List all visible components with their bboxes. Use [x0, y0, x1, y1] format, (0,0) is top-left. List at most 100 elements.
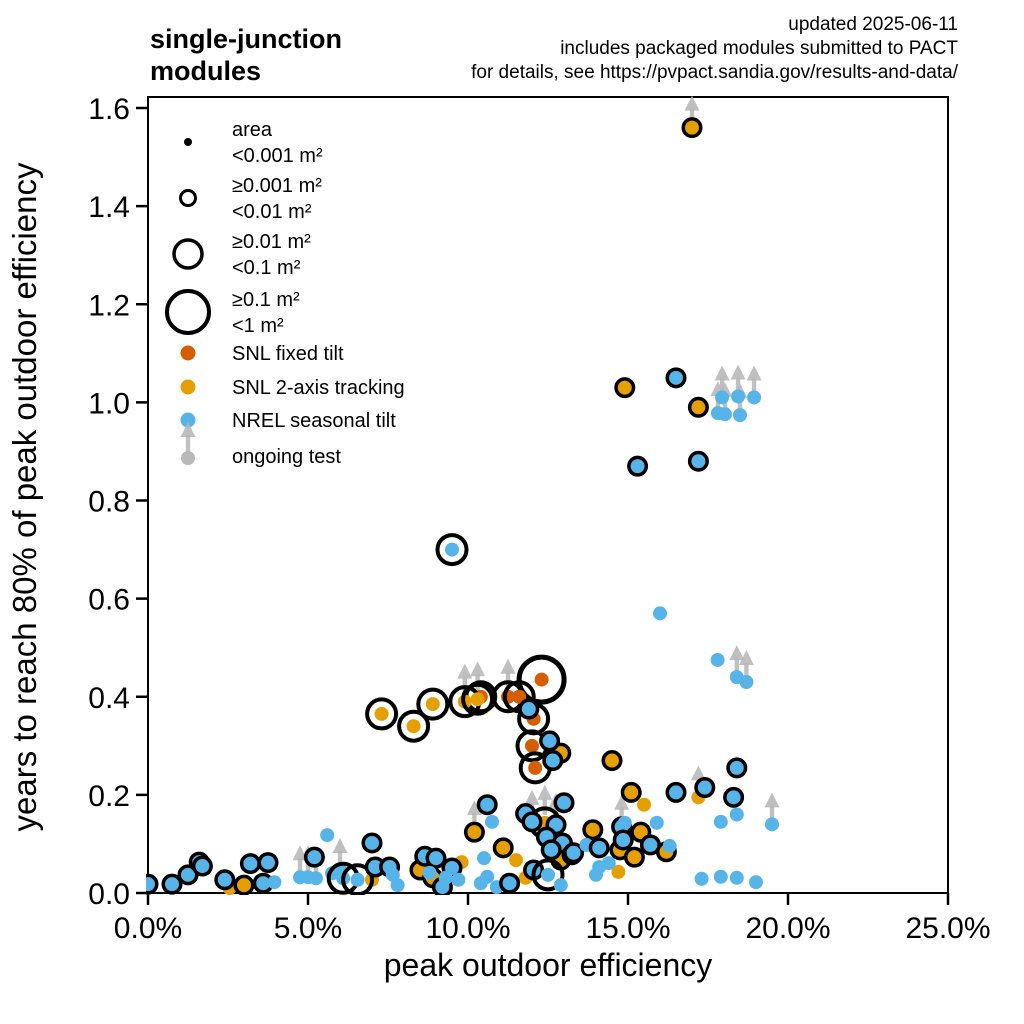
ongoing-test-arrow	[457, 663, 473, 679]
y-axis-tick-label: 0.2	[88, 780, 130, 813]
note-includes: includes packaged modules submitted to P…	[560, 38, 958, 59]
data-point	[747, 390, 762, 405]
x-axis-tick-label: 20.0%	[745, 912, 830, 945]
ongoing-test-arrow	[614, 794, 630, 810]
x-axis-tick-label: 10.0%	[425, 912, 510, 945]
data-point	[588, 837, 610, 859]
data-point	[731, 389, 746, 404]
data-point	[739, 675, 754, 690]
data-point	[541, 867, 555, 882]
data-point	[233, 874, 255, 895]
legend-series-label: NREL seasonal tilt	[232, 410, 396, 432]
data-point	[485, 814, 499, 829]
legend-size-label: <0.01 m²	[232, 201, 312, 223]
ongoing-test-arrow-stem	[735, 377, 741, 395]
data-point	[309, 871, 323, 886]
data-point	[477, 851, 491, 866]
data-point	[662, 838, 677, 853]
legend-size-ring-icon	[172, 238, 204, 270]
y-axis-label: years to reach 80% of peak outdoor effic…	[6, 162, 43, 831]
legend-size-label: <0.001 m²	[232, 145, 323, 167]
data-point-size-ring	[461, 682, 495, 716]
data-point	[267, 875, 282, 890]
data-point	[612, 829, 634, 851]
data-point	[239, 853, 261, 875]
x-axis-tick-label: 15.0%	[585, 912, 670, 945]
ongoing-test-arrow	[729, 645, 745, 661]
legend-size-ring-icon	[165, 289, 211, 335]
data-point	[611, 864, 626, 879]
x-axis-tick-label: 0.0%	[114, 912, 182, 945]
ongoing-test-arrow-stem	[769, 805, 775, 823]
data-point	[512, 689, 527, 704]
data-point	[681, 117, 703, 139]
ongoing-test-arrow	[714, 365, 730, 381]
data-point-size-ring	[397, 709, 431, 743]
data-point	[191, 855, 213, 877]
data-point	[715, 390, 730, 405]
legend-size-label: ≥0.001 m²	[232, 175, 322, 197]
data-point	[161, 873, 183, 895]
data-point-size-ring	[341, 863, 375, 895]
data-point-size-ring	[416, 687, 450, 721]
ongoing-test-arrow	[500, 658, 516, 674]
data-point	[582, 819, 604, 841]
data-point	[653, 606, 667, 621]
plot-frame	[147, 96, 949, 894]
data-point	[589, 867, 603, 882]
ongoing-test-arrow	[730, 364, 746, 380]
data-point	[729, 807, 744, 822]
ongoing-test-arrow-stem	[297, 858, 303, 876]
chart-title-line2: modules	[150, 56, 261, 86]
note-details: for details, see https://pvpact.sandia.g…	[471, 62, 959, 83]
data-point	[528, 760, 543, 775]
legend-size-label: <0.1 m²	[232, 257, 301, 279]
data-point	[617, 815, 632, 830]
data-point	[627, 455, 649, 477]
data-point	[733, 408, 747, 423]
ongoing-test-arrow-stem	[472, 813, 477, 831]
data-point	[563, 842, 585, 864]
data-point	[406, 719, 421, 734]
x-axis-tick-label: 25.0%	[905, 912, 990, 945]
y-axis-tick-label: 0.0	[88, 878, 130, 911]
data-point	[463, 821, 485, 843]
legend-size-label: ≥0.01 m²	[232, 231, 311, 253]
y-axis-tick-label: 1.2	[88, 289, 130, 322]
data-point	[509, 853, 523, 868]
legend-series-dot-icon	[180, 412, 196, 428]
ongoing-test-arrow	[332, 837, 348, 853]
data-point	[713, 814, 728, 829]
legend-series-dot-icon	[180, 379, 196, 395]
ongoing-test-arrow	[746, 365, 762, 381]
ongoing-test-arrow-stem	[337, 850, 343, 868]
x-axis-label: peak outdoor efficiency	[384, 947, 713, 983]
data-point	[749, 875, 763, 890]
ongoing-test-arrow	[684, 95, 700, 111]
data-point	[521, 811, 543, 833]
data-point	[518, 698, 540, 720]
legend-ongoing-dot-icon	[181, 451, 195, 465]
x-axis-ticks: 0.0% 5.0% 10.0% 15.0% 20.0% 25.0%	[114, 893, 991, 945]
data-point	[694, 871, 709, 886]
data-point	[438, 870, 453, 885]
data-point	[470, 692, 485, 707]
data-point	[614, 377, 636, 399]
data-point	[601, 750, 623, 772]
y-axis-tick-label: 1.0	[88, 387, 130, 420]
data-points-layer	[146, 95, 780, 895]
data-point	[694, 777, 716, 799]
data-point	[687, 450, 709, 472]
data-point	[425, 847, 447, 869]
data-point	[480, 869, 495, 884]
legend-size-label: <1 m²	[232, 315, 284, 337]
ongoing-test-arrow	[470, 661, 486, 677]
legend-size-dot-icon	[184, 138, 192, 146]
data-point	[257, 852, 279, 874]
data-point	[374, 706, 389, 721]
ongoing-test-arrow-stem	[313, 859, 319, 877]
ongoing-test-arrow-stem	[719, 378, 725, 396]
ongoing-test-arrow-stem	[619, 807, 624, 825]
